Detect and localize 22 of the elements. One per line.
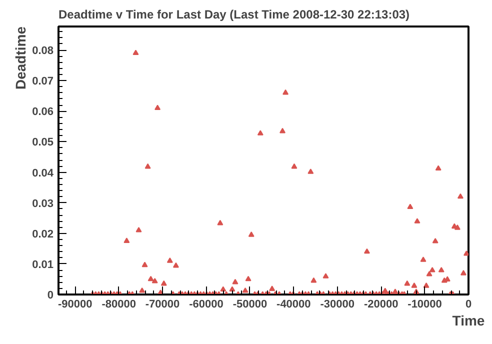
x-tick-label: -60000	[189, 298, 224, 310]
x-axis-title: Time	[452, 312, 485, 328]
y-tick-label: 0.07	[32, 76, 54, 88]
x-tick-label: -20000	[364, 298, 398, 310]
x-tick-label: -50000	[232, 298, 268, 310]
y-axis-title: Deadtime	[12, 26, 28, 90]
x-tick-label: 0	[465, 298, 472, 310]
y-tick-label: 0.05	[32, 136, 54, 149]
y-tick-label: 0.04	[32, 167, 54, 180]
x-tick-label: -10000	[408, 298, 442, 310]
y-tick-label: 0.03	[32, 198, 54, 210]
x-tick-label: -40000	[276, 298, 311, 310]
x-tick-label: -90000	[58, 298, 92, 310]
x-tick-label: -80000	[102, 298, 136, 310]
x-tick-label: -70000	[145, 298, 180, 310]
y-tick-label: 0	[47, 290, 54, 302]
y-tick-label: 0.01	[32, 258, 54, 271]
chart-title: Deadtime v Time for Last Day (Last Time 2008-12-30 22:13:03)	[58, 8, 410, 22]
y-tick-label: 0.02	[32, 228, 54, 240]
x-tick-label: -30000	[320, 298, 355, 310]
y-tick-label: 0.08	[32, 45, 54, 58]
y-tick-label: 0.06	[32, 106, 54, 118]
